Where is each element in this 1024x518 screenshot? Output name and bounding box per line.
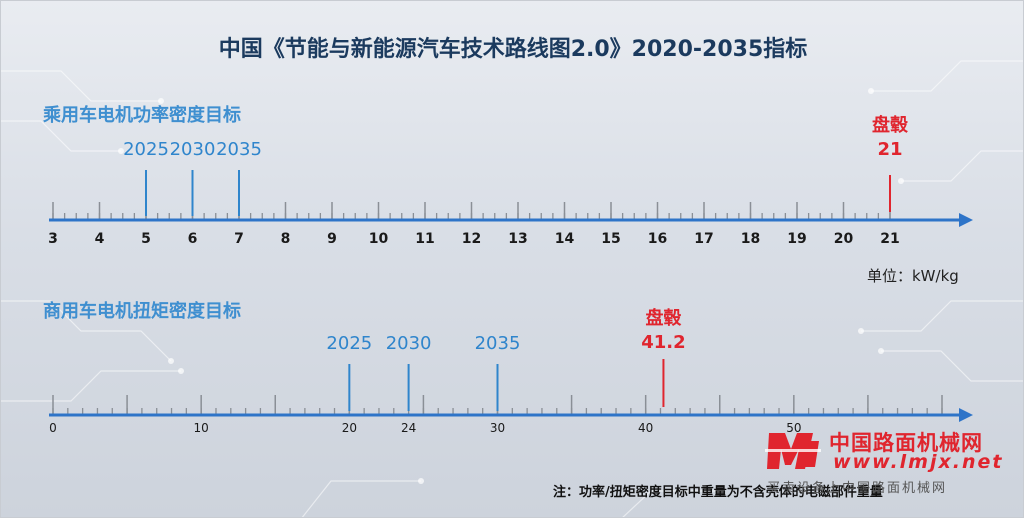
- tick-label: 4: [95, 231, 105, 247]
- tick-label: 3: [48, 231, 58, 247]
- target-year-label: 2025: [123, 139, 169, 160]
- tick-label: 19: [787, 231, 806, 247]
- target-year-label: 2030: [386, 333, 432, 354]
- tick-label: 21: [880, 231, 899, 247]
- highlight-value: 41.2: [641, 332, 685, 353]
- tick-label: 16: [648, 231, 667, 247]
- target-year-label: 2025: [326, 333, 372, 354]
- tick-label: 50: [786, 421, 801, 435]
- passenger-chart-title: 乘用车电机功率密度目标: [43, 105, 241, 126]
- tick-label: 18: [741, 231, 760, 247]
- tick-label: 13: [508, 231, 527, 247]
- watermark-url: www.lmjx.net: [833, 451, 1004, 473]
- footnote: 注：功率/扭矩密度目标中重量为不含壳体的电磁部件重量: [553, 485, 883, 500]
- highlight-value: 21: [877, 139, 902, 160]
- tick-label: 17: [694, 231, 713, 247]
- watermark-name: 中国路面机械网: [829, 431, 983, 455]
- axis-arrow-icon: [959, 408, 973, 422]
- tick-label: 10: [369, 231, 389, 247]
- target-year-label: 2030: [170, 139, 216, 160]
- highlight-name: 盘毂: [645, 307, 681, 329]
- tick-label: 14: [555, 231, 575, 247]
- tick-label: 20: [342, 421, 357, 435]
- tick-label: 6: [188, 231, 198, 247]
- target-year-label: 2035: [216, 139, 262, 160]
- tick-label: 15: [601, 231, 620, 247]
- unit-label: 单位：kW/kg: [867, 267, 959, 285]
- tick-label: 9: [327, 231, 337, 247]
- watermark-slogan: 买卖设备上中国路面机械网: [767, 481, 948, 496]
- tick-label: 20: [834, 231, 854, 247]
- tick-label: 12: [462, 231, 481, 247]
- axis-arrow-icon: [959, 213, 973, 227]
- tick-label: 10: [194, 421, 209, 435]
- tick-label: 0: [49, 421, 57, 435]
- commercial-chart-title: 商用车电机扭矩密度目标: [43, 301, 241, 322]
- tick-label: 8: [281, 231, 291, 247]
- highlight-name: 盘毂: [872, 114, 908, 136]
- tick-label: 24: [401, 421, 416, 435]
- page-title: 中国《节能与新能源汽车技术路线图2.0》2020-2035指标: [218, 37, 808, 62]
- tick-label: 5: [141, 231, 151, 247]
- watermark-logo: 中国路面机械网 www.lmjx.net 买卖设备上中国路面机械网: [763, 425, 1023, 496]
- lmjx-logo-icon: [765, 433, 821, 469]
- tick-label: 7: [234, 231, 244, 247]
- target-year-label: 2035: [475, 333, 521, 354]
- tick-label: 30: [490, 421, 505, 435]
- tick-label: 11: [415, 231, 434, 247]
- tick-label: 40: [638, 421, 653, 435]
